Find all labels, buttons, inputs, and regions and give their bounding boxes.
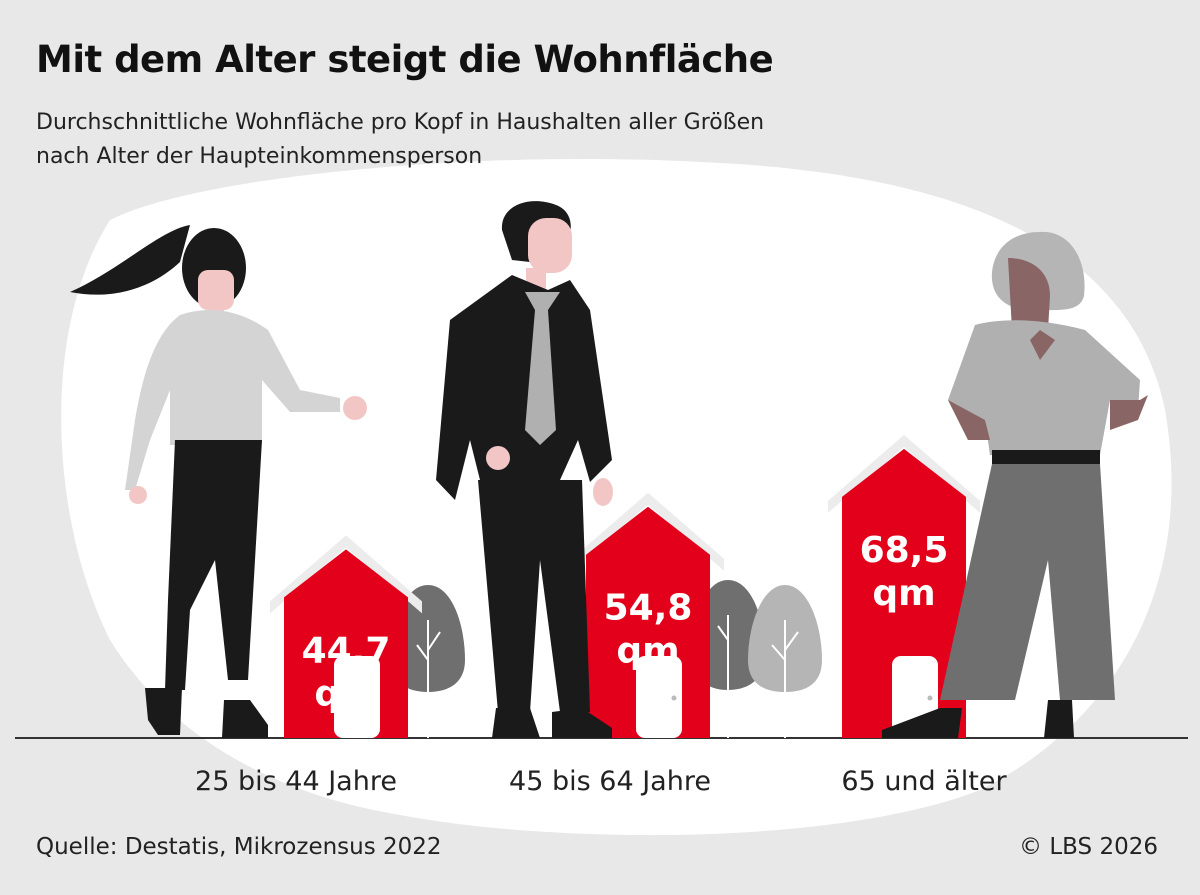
tree-3: [748, 585, 822, 738]
category-label-3: 65 und älter: [841, 766, 1007, 797]
person-older-woman: [882, 231, 1148, 738]
category-label-2: 45 bis 64 Jahre: [509, 766, 711, 797]
bar-house-1: 44,7qm: [270, 535, 422, 738]
bar-unit-label-2: qm: [616, 631, 679, 672]
chart-title: Mit dem Alter steigt die Wohnfläche: [36, 38, 774, 81]
bar-value-label-2: 54,8: [604, 588, 693, 629]
chart-subtitle: Durchschnittliche Wohnfläche pro Kopf in…: [36, 106, 936, 174]
bar-door-knob-3: [927, 695, 933, 701]
bar-unit-label-3: qm: [872, 573, 935, 614]
bar-value-label-3: 68,5: [860, 530, 949, 571]
category-label-1: 25 bis 44 Jahre: [195, 766, 397, 797]
bar-value-label-1: 44,7: [302, 630, 391, 671]
bar-house-2: 54,8qm: [572, 492, 724, 738]
bar-unit-label-1: qm: [314, 673, 377, 714]
category-labels: 25 bis 44 Jahre 45 bis 64 Jahre 65 und ält…: [195, 766, 1007, 797]
bar-door-knob-2: [671, 695, 677, 701]
source-note: Quelle: Destatis, Mikrozensus 2022: [36, 834, 442, 860]
person-man-suit: [436, 201, 613, 738]
copyright-note: © LBS 2026: [1019, 834, 1158, 860]
subtitle-line-2: nach Alter der Haupteinkommensperson: [36, 144, 483, 169]
bar-door-1: [334, 656, 380, 738]
bar-door-knob-1: [369, 695, 375, 701]
bar-door-2: [636, 656, 682, 738]
tree-2: [692, 580, 765, 738]
person-young-woman: [70, 225, 367, 738]
subtitle-line-1: Durchschnittliche Wohnfläche pro Kopf in…: [36, 110, 765, 135]
tree-1: [391, 585, 465, 738]
